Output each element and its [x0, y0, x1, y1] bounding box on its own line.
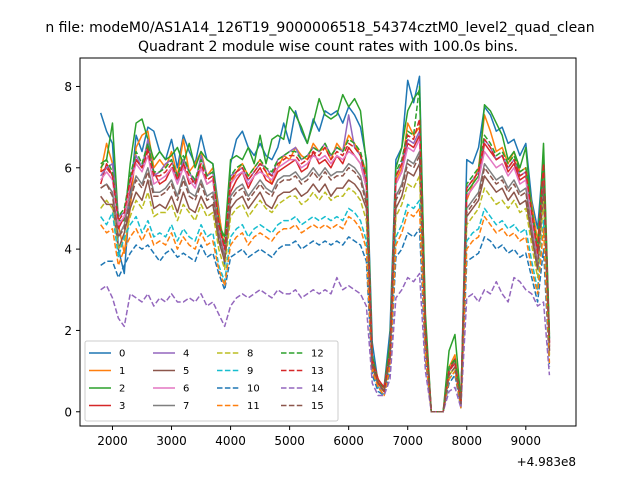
legend-label-5: 5 [183, 366, 189, 377]
y-tick-label: 6 [64, 161, 72, 175]
x-tick-label: 9000 [511, 434, 542, 448]
series-line-13 [100, 118, 551, 413]
x-tick-label: 3000 [156, 434, 187, 448]
legend-label-8: 8 [247, 349, 253, 360]
x-tick-label: 4000 [215, 434, 246, 448]
series-line-10 [100, 228, 551, 413]
legend-label-15: 15 [311, 401, 324, 412]
legend-label-1: 1 [119, 366, 125, 377]
y-tick-label: 0 [64, 405, 72, 419]
series-line-7 [100, 150, 551, 413]
x-tick-label: 5000 [274, 434, 305, 448]
series-line-8 [100, 175, 551, 413]
legend-label-10: 10 [247, 384, 260, 395]
legend-label-2: 2 [119, 384, 125, 395]
legend-label-3: 3 [119, 401, 125, 412]
series-line-2 [100, 89, 551, 413]
x-tick-label: 8000 [451, 434, 482, 448]
y-axis: 0 2 4 6 8 [64, 80, 80, 419]
legend-label-13: 13 [311, 366, 324, 377]
series-line-9 [100, 199, 551, 413]
axes-frame [79, 57, 577, 427]
y-tick-label: 8 [64, 80, 72, 94]
figure-suptitle: n file: modeM0/AS1A14_126T19_9000006518_… [45, 20, 594, 36]
legend-label-7: 7 [183, 401, 189, 412]
legend-label-9: 9 [247, 366, 253, 377]
plot-lines [99, 75, 551, 413]
y-tick-label: 4 [64, 243, 72, 257]
x-tick-label: 7000 [392, 434, 423, 448]
series-line-14 [100, 272, 551, 413]
legend-label-14: 14 [311, 384, 324, 395]
series-line-5 [100, 162, 551, 413]
legend-label-6: 6 [183, 384, 189, 395]
legend-box [84, 340, 339, 422]
series-line-11 [100, 207, 551, 413]
x-tick-label: 6000 [333, 434, 364, 448]
series-line-0 [99, 75, 551, 413]
series-line-6 [100, 138, 551, 413]
x-axis: 2000 3000 4000 5000 6000 7000 8000 9000 [97, 426, 541, 448]
series-line-15 [100, 154, 551, 413]
chart-title: Quadrant 2 module wise count rates with … [138, 39, 518, 55]
series-line-12 [100, 85, 551, 413]
legend-label-0: 0 [119, 349, 125, 360]
y-tick-label: 2 [64, 324, 72, 338]
legend-label-11: 11 [247, 401, 260, 412]
legend-label-12: 12 [311, 349, 324, 360]
x-tick-label: 2000 [97, 434, 128, 448]
x-offset-label: +4.983e8 [517, 455, 576, 469]
legend-label-4: 4 [183, 349, 189, 360]
